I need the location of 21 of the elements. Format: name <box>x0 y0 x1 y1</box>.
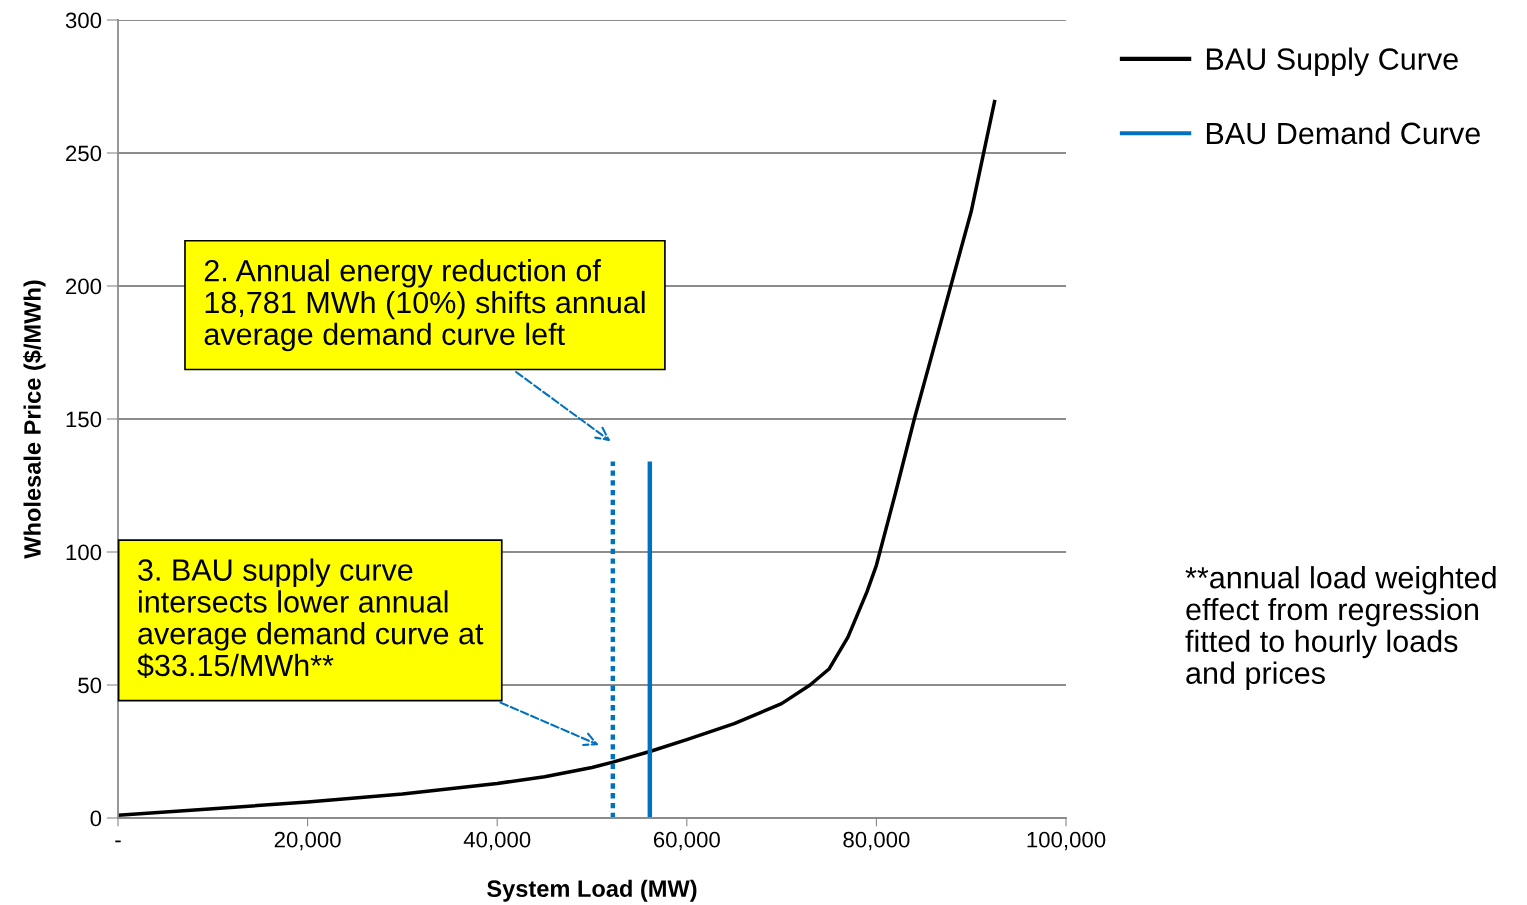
y-tick-label: 250 <box>66 145 102 162</box>
x-tick-label: 100,000 <box>1027 831 1106 851</box>
y-tick-label: 50 <box>78 677 102 694</box>
line-series <box>118 98 997 818</box>
y-tick-label: 0 <box>90 810 102 827</box>
x-tick-label: 80,000 <box>843 831 910 851</box>
y-tick-label: 100 <box>66 544 102 561</box>
legend-label: BAU Supply Curve <box>1206 47 1458 76</box>
y-axis-title: Wholesale Price ($/MWh) <box>23 280 46 559</box>
y-tick-label: 200 <box>66 278 102 295</box>
x-tick-label: 40,000 <box>463 831 531 851</box>
text: **annual load weighted effect from regression fitted to hourly loads and prices <box>1185 566 1496 690</box>
x-axis-title: System Load (MW) <box>487 879 697 902</box>
y-tick-label: 150 <box>66 411 102 428</box>
x-tick-label: - <box>115 840 121 843</box>
legend-label: BAU Demand Curve <box>1206 121 1480 145</box>
annotation: 3. BAU supply curve intersects lower annual average demand curve at $33.15/MWh** <box>137 558 484 679</box>
annotation: 2. Annual energy reduction of 18,781 MWh (10%) shifts annual average demand curve left <box>204 259 645 352</box>
x-tick-label: 60,000 <box>653 831 720 851</box>
x-tick-label: 20,000 <box>274 831 341 851</box>
y-tick-label: 300 <box>65 12 102 29</box>
